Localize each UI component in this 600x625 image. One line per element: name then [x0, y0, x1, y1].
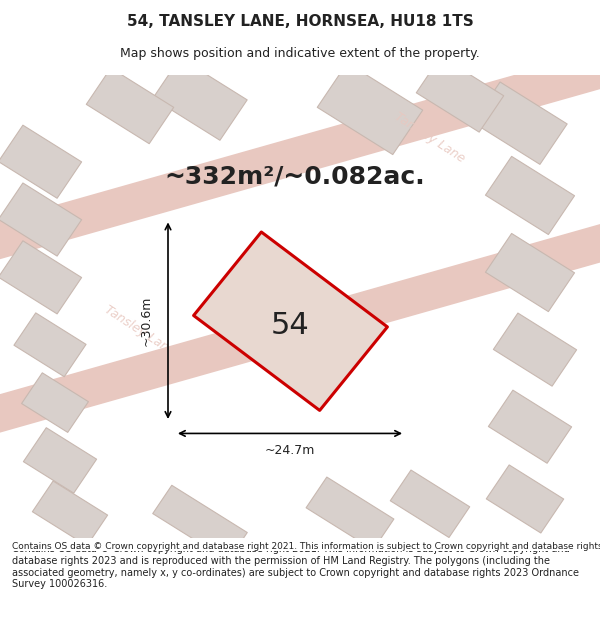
- Text: ~24.7m: ~24.7m: [265, 444, 315, 458]
- Text: Map shows position and indicative extent of the property.: Map shows position and indicative extent…: [120, 48, 480, 61]
- Text: Contains OS data © Crown copyright and database right 2021. This information is : Contains OS data © Crown copyright and d…: [12, 542, 600, 551]
- Text: Tansley Lane: Tansley Lane: [392, 110, 467, 165]
- Text: ~30.6m: ~30.6m: [139, 296, 152, 346]
- Text: 54, TANSLEY LANE, HORNSEA, HU18 1TS: 54, TANSLEY LANE, HORNSEA, HU18 1TS: [127, 14, 473, 29]
- Text: Contains OS data © Crown copyright and database right 2021. This information is : Contains OS data © Crown copyright and d…: [12, 544, 579, 589]
- Text: ~332m²/~0.082ac.: ~332m²/~0.082ac.: [164, 164, 425, 188]
- Text: Tansley Lane: Tansley Lane: [103, 302, 178, 358]
- Text: 54: 54: [271, 311, 310, 340]
